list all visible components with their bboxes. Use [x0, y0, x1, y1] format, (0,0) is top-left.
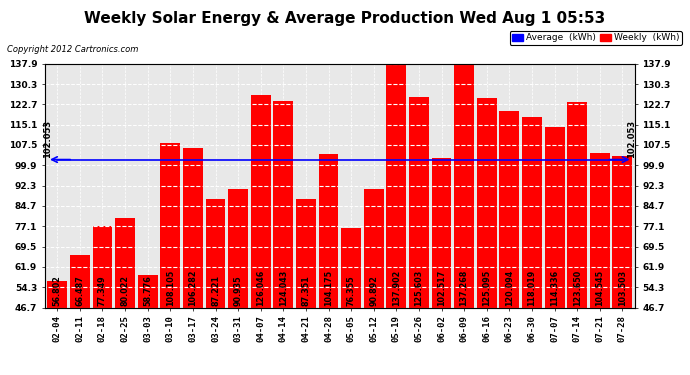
Bar [206, 199, 226, 308]
Text: 77.349: 77.349 [98, 276, 107, 306]
Bar [544, 127, 564, 308]
Text: 106.282: 106.282 [188, 270, 197, 306]
Text: 124.043: 124.043 [279, 270, 288, 306]
Bar [273, 101, 293, 308]
Bar [183, 148, 203, 308]
Bar [386, 64, 406, 308]
Bar [522, 117, 542, 308]
Bar [500, 111, 520, 308]
Text: 56.802: 56.802 [52, 275, 62, 306]
Text: 125.603: 125.603 [415, 270, 424, 306]
Bar [70, 255, 90, 308]
Bar [250, 95, 270, 308]
Legend: Average  (kWh), Weekly  (kWh): Average (kWh), Weekly (kWh) [510, 31, 682, 45]
Bar [115, 219, 135, 308]
Bar [477, 98, 497, 308]
Text: 103.503: 103.503 [618, 270, 627, 306]
Bar [431, 158, 451, 308]
Text: 80.022: 80.022 [121, 275, 130, 306]
Text: 87.221: 87.221 [211, 275, 220, 306]
Bar [590, 153, 610, 308]
Text: 102.517: 102.517 [437, 270, 446, 306]
Text: 118.019: 118.019 [527, 270, 536, 306]
Bar [228, 189, 248, 308]
Text: 104.175: 104.175 [324, 270, 333, 306]
Text: 102.053: 102.053 [627, 120, 636, 158]
Text: 137.902: 137.902 [392, 270, 401, 306]
Text: 58.776: 58.776 [144, 275, 152, 306]
Text: 104.545: 104.545 [595, 270, 604, 306]
Bar [364, 189, 384, 308]
Bar [454, 66, 474, 308]
Bar [341, 228, 361, 308]
Text: Copyright 2012 Cartronics.com: Copyright 2012 Cartronics.com [7, 45, 138, 54]
Text: 87.351: 87.351 [302, 275, 310, 306]
Text: 102.053: 102.053 [43, 120, 52, 158]
Bar [409, 97, 429, 308]
Text: 137.268: 137.268 [460, 270, 469, 306]
Text: 66.487: 66.487 [75, 275, 84, 306]
Bar [613, 156, 632, 308]
Bar [319, 154, 339, 308]
Bar [92, 226, 112, 308]
Text: 120.094: 120.094 [505, 270, 514, 306]
Bar [138, 275, 157, 308]
Bar [296, 199, 316, 308]
Text: 125.095: 125.095 [482, 270, 491, 306]
Text: 76.355: 76.355 [346, 276, 355, 306]
Text: 123.650: 123.650 [573, 270, 582, 306]
Text: 114.336: 114.336 [550, 270, 559, 306]
Text: 126.046: 126.046 [256, 270, 265, 306]
Bar [567, 102, 587, 308]
Text: Weekly Solar Energy & Average Production Wed Aug 1 05:53: Weekly Solar Energy & Average Production… [84, 11, 606, 26]
Bar [48, 280, 67, 308]
Text: 108.105: 108.105 [166, 270, 175, 306]
Text: 90.935: 90.935 [234, 276, 243, 306]
Bar [160, 143, 180, 308]
Text: 90.892: 90.892 [369, 275, 378, 306]
